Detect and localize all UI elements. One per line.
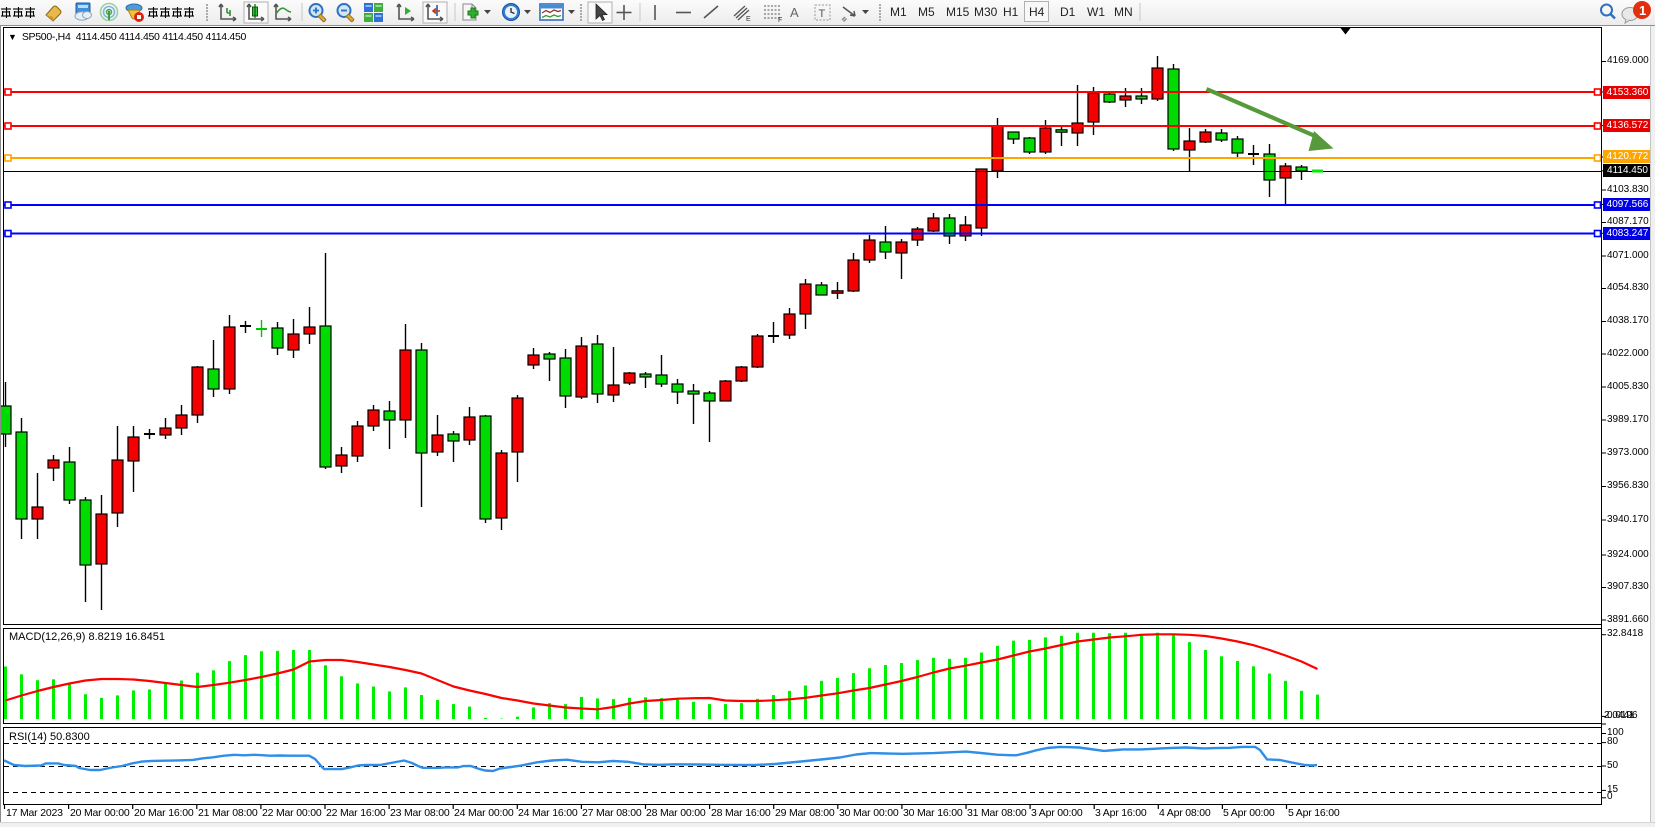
svg-text:F: F [778,17,782,24]
svg-text:T: T [819,8,826,20]
svg-text:E: E [746,16,751,23]
svg-text:A: A [790,5,799,20]
svg-text:1: 1 [1639,3,1646,18]
